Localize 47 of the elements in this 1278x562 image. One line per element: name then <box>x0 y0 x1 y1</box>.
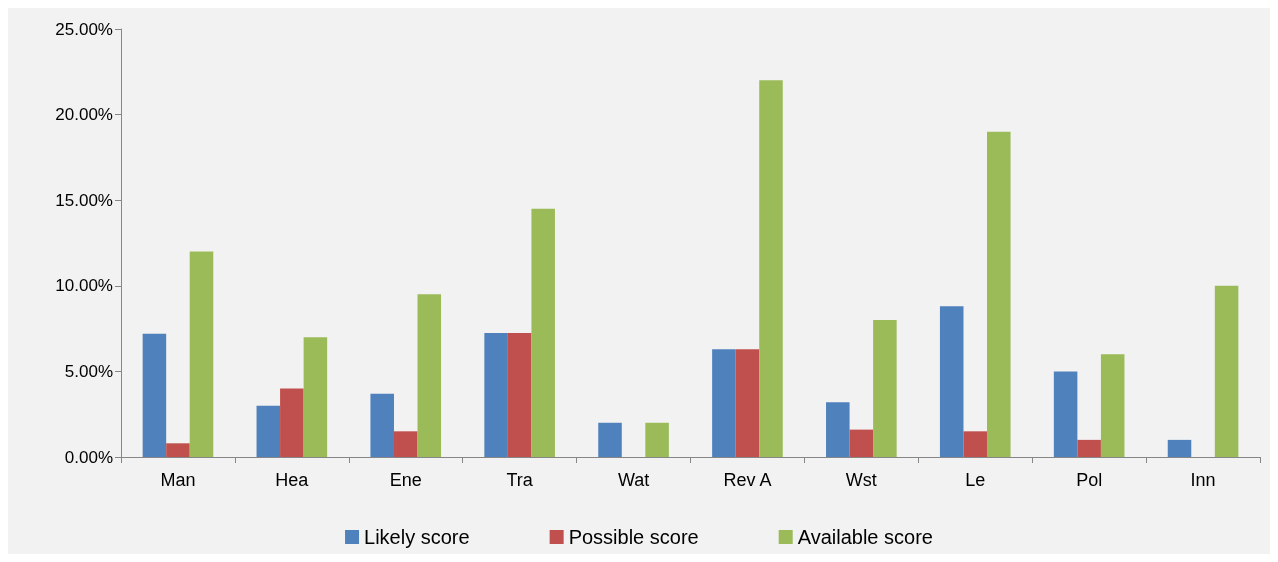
bar <box>1100 354 1125 457</box>
bar <box>256 405 281 457</box>
legend-label: Possible score <box>568 526 699 548</box>
bar <box>280 388 304 457</box>
bar <box>531 208 555 457</box>
x-tick-label: Wst <box>845 470 877 490</box>
y-tick-label: 15.00% <box>55 190 113 210</box>
bar <box>1167 439 1192 457</box>
bar <box>142 333 167 457</box>
bar <box>645 422 669 457</box>
x-tick-label: Man <box>160 470 196 490</box>
y-tick-label: 10.00% <box>55 276 113 296</box>
x-tick-label: Hea <box>275 470 310 490</box>
legend-label: Likely score <box>364 526 470 548</box>
x-tick-label: Rev A <box>723 470 772 490</box>
bar <box>303 337 328 457</box>
x-tick-label: Wat <box>617 470 650 490</box>
bar <box>939 306 964 457</box>
bar <box>370 393 394 457</box>
bar <box>1053 371 1078 457</box>
y-tick-label: 5.00% <box>64 361 113 381</box>
bar <box>712 349 736 457</box>
bar <box>189 251 214 457</box>
bar <box>1214 285 1239 457</box>
x-tick-label: Le <box>965 470 986 490</box>
bar <box>166 443 190 457</box>
bar <box>1077 439 1101 457</box>
y-tick-label: 20.00% <box>55 105 113 125</box>
y-tick-label: 25.00% <box>55 19 113 39</box>
bar <box>759 80 783 457</box>
x-tick-label: Pol <box>1076 470 1103 490</box>
bar <box>393 431 418 457</box>
bar <box>963 431 988 457</box>
bar <box>735 349 760 457</box>
x-tick-label: Inn <box>1190 470 1216 490</box>
bar <box>826 402 850 457</box>
bar <box>598 422 622 457</box>
bar <box>484 332 508 457</box>
legend-label: Available score <box>797 526 933 548</box>
x-tick-label: Tra <box>506 470 534 490</box>
bar <box>507 332 532 457</box>
bar <box>987 131 1011 457</box>
bar <box>417 294 442 457</box>
x-tick-label: Ene <box>389 470 422 490</box>
bar <box>873 320 897 457</box>
bar <box>849 429 874 457</box>
y-tick-label: 0.00% <box>64 447 113 467</box>
